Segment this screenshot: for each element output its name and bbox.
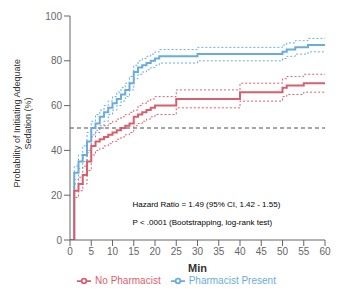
svg-text:0: 0 <box>67 246 73 257</box>
svg-text:Min: Min <box>188 262 207 274</box>
svg-text:45: 45 <box>256 246 268 257</box>
svg-text:55: 55 <box>298 246 310 257</box>
svg-text:100: 100 <box>45 11 62 22</box>
svg-text:20: 20 <box>51 190 63 201</box>
svg-text:20: 20 <box>149 246 161 257</box>
svg-text:40: 40 <box>51 145 63 156</box>
svg-text:60: 60 <box>319 246 331 257</box>
svg-text:10: 10 <box>107 246 119 257</box>
svg-text:5: 5 <box>88 246 94 257</box>
svg-text:35: 35 <box>213 246 225 257</box>
svg-text:15: 15 <box>128 246 140 257</box>
html-text:Pharmacist Present: Pharmacist Present <box>188 274 276 286</box>
svg-text:80: 80 <box>51 55 63 66</box>
html-text:No Pharmacist: No Pharmacist <box>95 274 161 286</box>
svg-text:0: 0 <box>56 235 62 246</box>
svg-text:50: 50 <box>277 246 289 257</box>
svg-text:25: 25 <box>171 246 183 257</box>
svg-text:P < .0001 (Bootstrapping, log-: P < .0001 (Bootstrapping, log-rank test) <box>133 218 273 227</box>
svg-text:30: 30 <box>192 246 204 257</box>
svg-text:60: 60 <box>51 100 63 111</box>
svg-text:40: 40 <box>234 246 246 257</box>
svg-text:Hazard Ratio = 1.49 (95% CI, 1: Hazard Ratio = 1.49 (95% CI, 1.42 - 1.55… <box>133 200 281 209</box>
html-text:Probability of Initiating Adeq: Probability of Initiating Adequate Sedat… <box>12 58 33 188</box>
